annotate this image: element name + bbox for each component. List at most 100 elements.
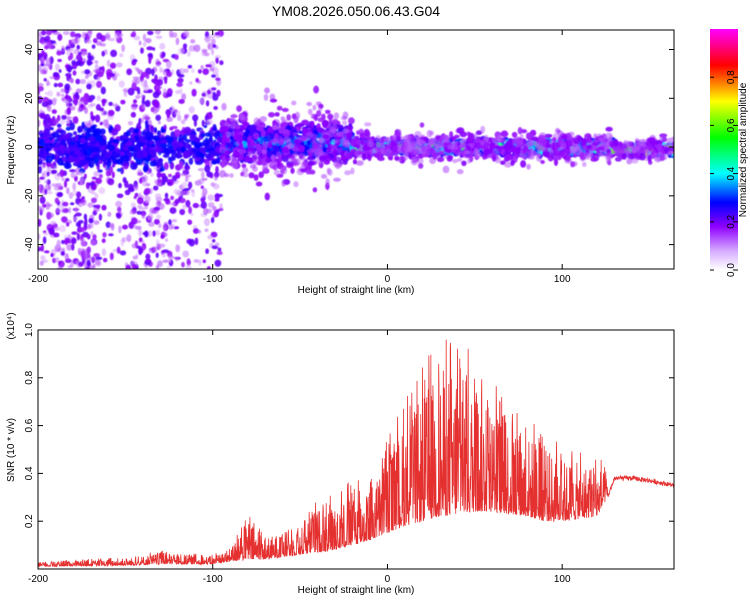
spectrogram-cell — [138, 40, 142, 46]
spectrogram-cell — [137, 197, 144, 205]
spectrogram-cell — [274, 112, 280, 117]
spectrogram-cell — [93, 253, 101, 258]
spectrogram-cell — [74, 91, 79, 99]
spectrogram-cell — [39, 176, 45, 180]
spectrogram-cell — [183, 115, 188, 121]
spectrogram-cell — [152, 79, 160, 85]
spectrogram-cell — [232, 150, 240, 158]
spectrogram-cell — [192, 114, 199, 122]
spectrogram-cell — [90, 239, 97, 246]
spectrogram-cell — [45, 155, 53, 164]
spectrogram-cell — [47, 90, 53, 97]
spectrogram-cell — [157, 63, 161, 68]
spectrogram-cell — [86, 246, 91, 254]
spectrogram-cell — [296, 122, 304, 128]
spectrogram-cell — [51, 30, 58, 33]
spectrogram-cell — [218, 207, 224, 212]
spectrogram-cell — [40, 206, 45, 213]
spectrogram-cell — [194, 237, 199, 246]
spectrogram-cell — [208, 113, 213, 120]
spectrogram-cell — [582, 161, 587, 168]
spectrogram-cell — [272, 138, 278, 145]
spectrogram-cell — [138, 228, 143, 237]
spectrogram-cell — [43, 128, 51, 136]
spectrogram-cell — [203, 218, 210, 227]
spectrogram-cell — [279, 166, 288, 175]
spectrogram-cell — [152, 230, 156, 237]
spectrogram-cell — [203, 207, 209, 216]
spectrogram-cell — [350, 167, 355, 175]
spectrogram-cell — [402, 154, 408, 161]
spectrogram-cell — [154, 193, 162, 200]
spectrogram-cell — [38, 86, 44, 92]
spectrogram-cell — [95, 177, 103, 185]
spectrogram-cell — [98, 213, 103, 221]
spectrogram-cell — [132, 30, 136, 35]
spectrogram-cell — [79, 182, 84, 186]
spectrogram-cell — [46, 30, 52, 36]
spectrogram-cell — [108, 101, 113, 107]
spectrogram-cell — [39, 196, 46, 204]
spectrogram-cell — [46, 104, 52, 112]
spectrogram-cell — [72, 157, 78, 163]
spectrogram-cell — [88, 119, 92, 125]
spectrogram-cell — [119, 53, 124, 58]
spectrogram-cell — [247, 147, 256, 152]
spectrogram-cell — [106, 159, 112, 167]
spectrogram-cell — [105, 169, 110, 177]
spectrogram-cell — [98, 187, 106, 195]
spectrogram-cell — [56, 204, 64, 209]
spectrogram-cell — [155, 239, 160, 247]
spectrogram-cell — [68, 66, 74, 71]
spectrogram-cell — [214, 32, 220, 36]
spectrogram-cell — [200, 65, 204, 70]
spectrogram-cell — [135, 94, 141, 100]
spectrogram-cell — [269, 98, 278, 103]
spectrogram-cell — [106, 59, 111, 67]
spectrogram-cell — [66, 243, 73, 251]
spectrogram-cell — [83, 173, 87, 179]
spectrogram-cell — [267, 111, 276, 118]
spectrogram-cell — [76, 143, 83, 148]
spectrogram-cell — [134, 134, 139, 141]
spectrogram-cell — [276, 151, 282, 159]
spectrogram-cell — [80, 103, 84, 109]
spectrogram-cell — [78, 171, 84, 176]
spectrogram-cell — [291, 100, 297, 106]
spectrogram-cell — [188, 44, 196, 52]
spectrogram-cell — [158, 203, 165, 210]
spectrogram-cell — [94, 63, 99, 70]
spectrogram-cell — [269, 93, 276, 100]
spectrogram-cell — [258, 171, 265, 179]
spectrogram-cell — [174, 198, 180, 204]
spectrogram-cell — [192, 202, 199, 209]
spectrogram-cell — [242, 172, 249, 178]
spectrogram-cell — [457, 157, 463, 162]
spectrogram-cell — [250, 140, 256, 148]
spectrogram-cell — [72, 70, 77, 76]
spectrogram-cell — [95, 134, 104, 142]
spectrogram-cell — [109, 252, 114, 261]
spectrogram-cell — [43, 55, 47, 61]
spectrogram-cell — [200, 132, 205, 138]
spectrogram-cell — [95, 256, 103, 260]
spectrogram-cell — [265, 158, 273, 163]
spectrogram-cell — [321, 113, 326, 121]
spectrogram-cell — [246, 139, 252, 148]
spectrogram-cell — [210, 231, 218, 238]
spectrogram-cell — [105, 32, 111, 41]
spectrogram-cell — [111, 128, 119, 136]
spectrogram-cell — [74, 134, 79, 142]
spectrogram-cell — [107, 109, 115, 117]
spectrogram-cell — [214, 193, 221, 200]
spectrogram-cell — [187, 64, 193, 69]
spectrogram-cell — [115, 200, 122, 208]
spectrogram-cell — [101, 238, 106, 244]
spectrogram-cell — [323, 160, 331, 165]
spectrogram-cell — [42, 96, 49, 103]
spectrogram-cell — [134, 184, 139, 191]
spectrogram-cell — [212, 132, 218, 138]
spectrogram-cell — [155, 86, 163, 90]
spectrogram-cell — [157, 120, 161, 125]
spectrogram-cell — [253, 150, 261, 158]
